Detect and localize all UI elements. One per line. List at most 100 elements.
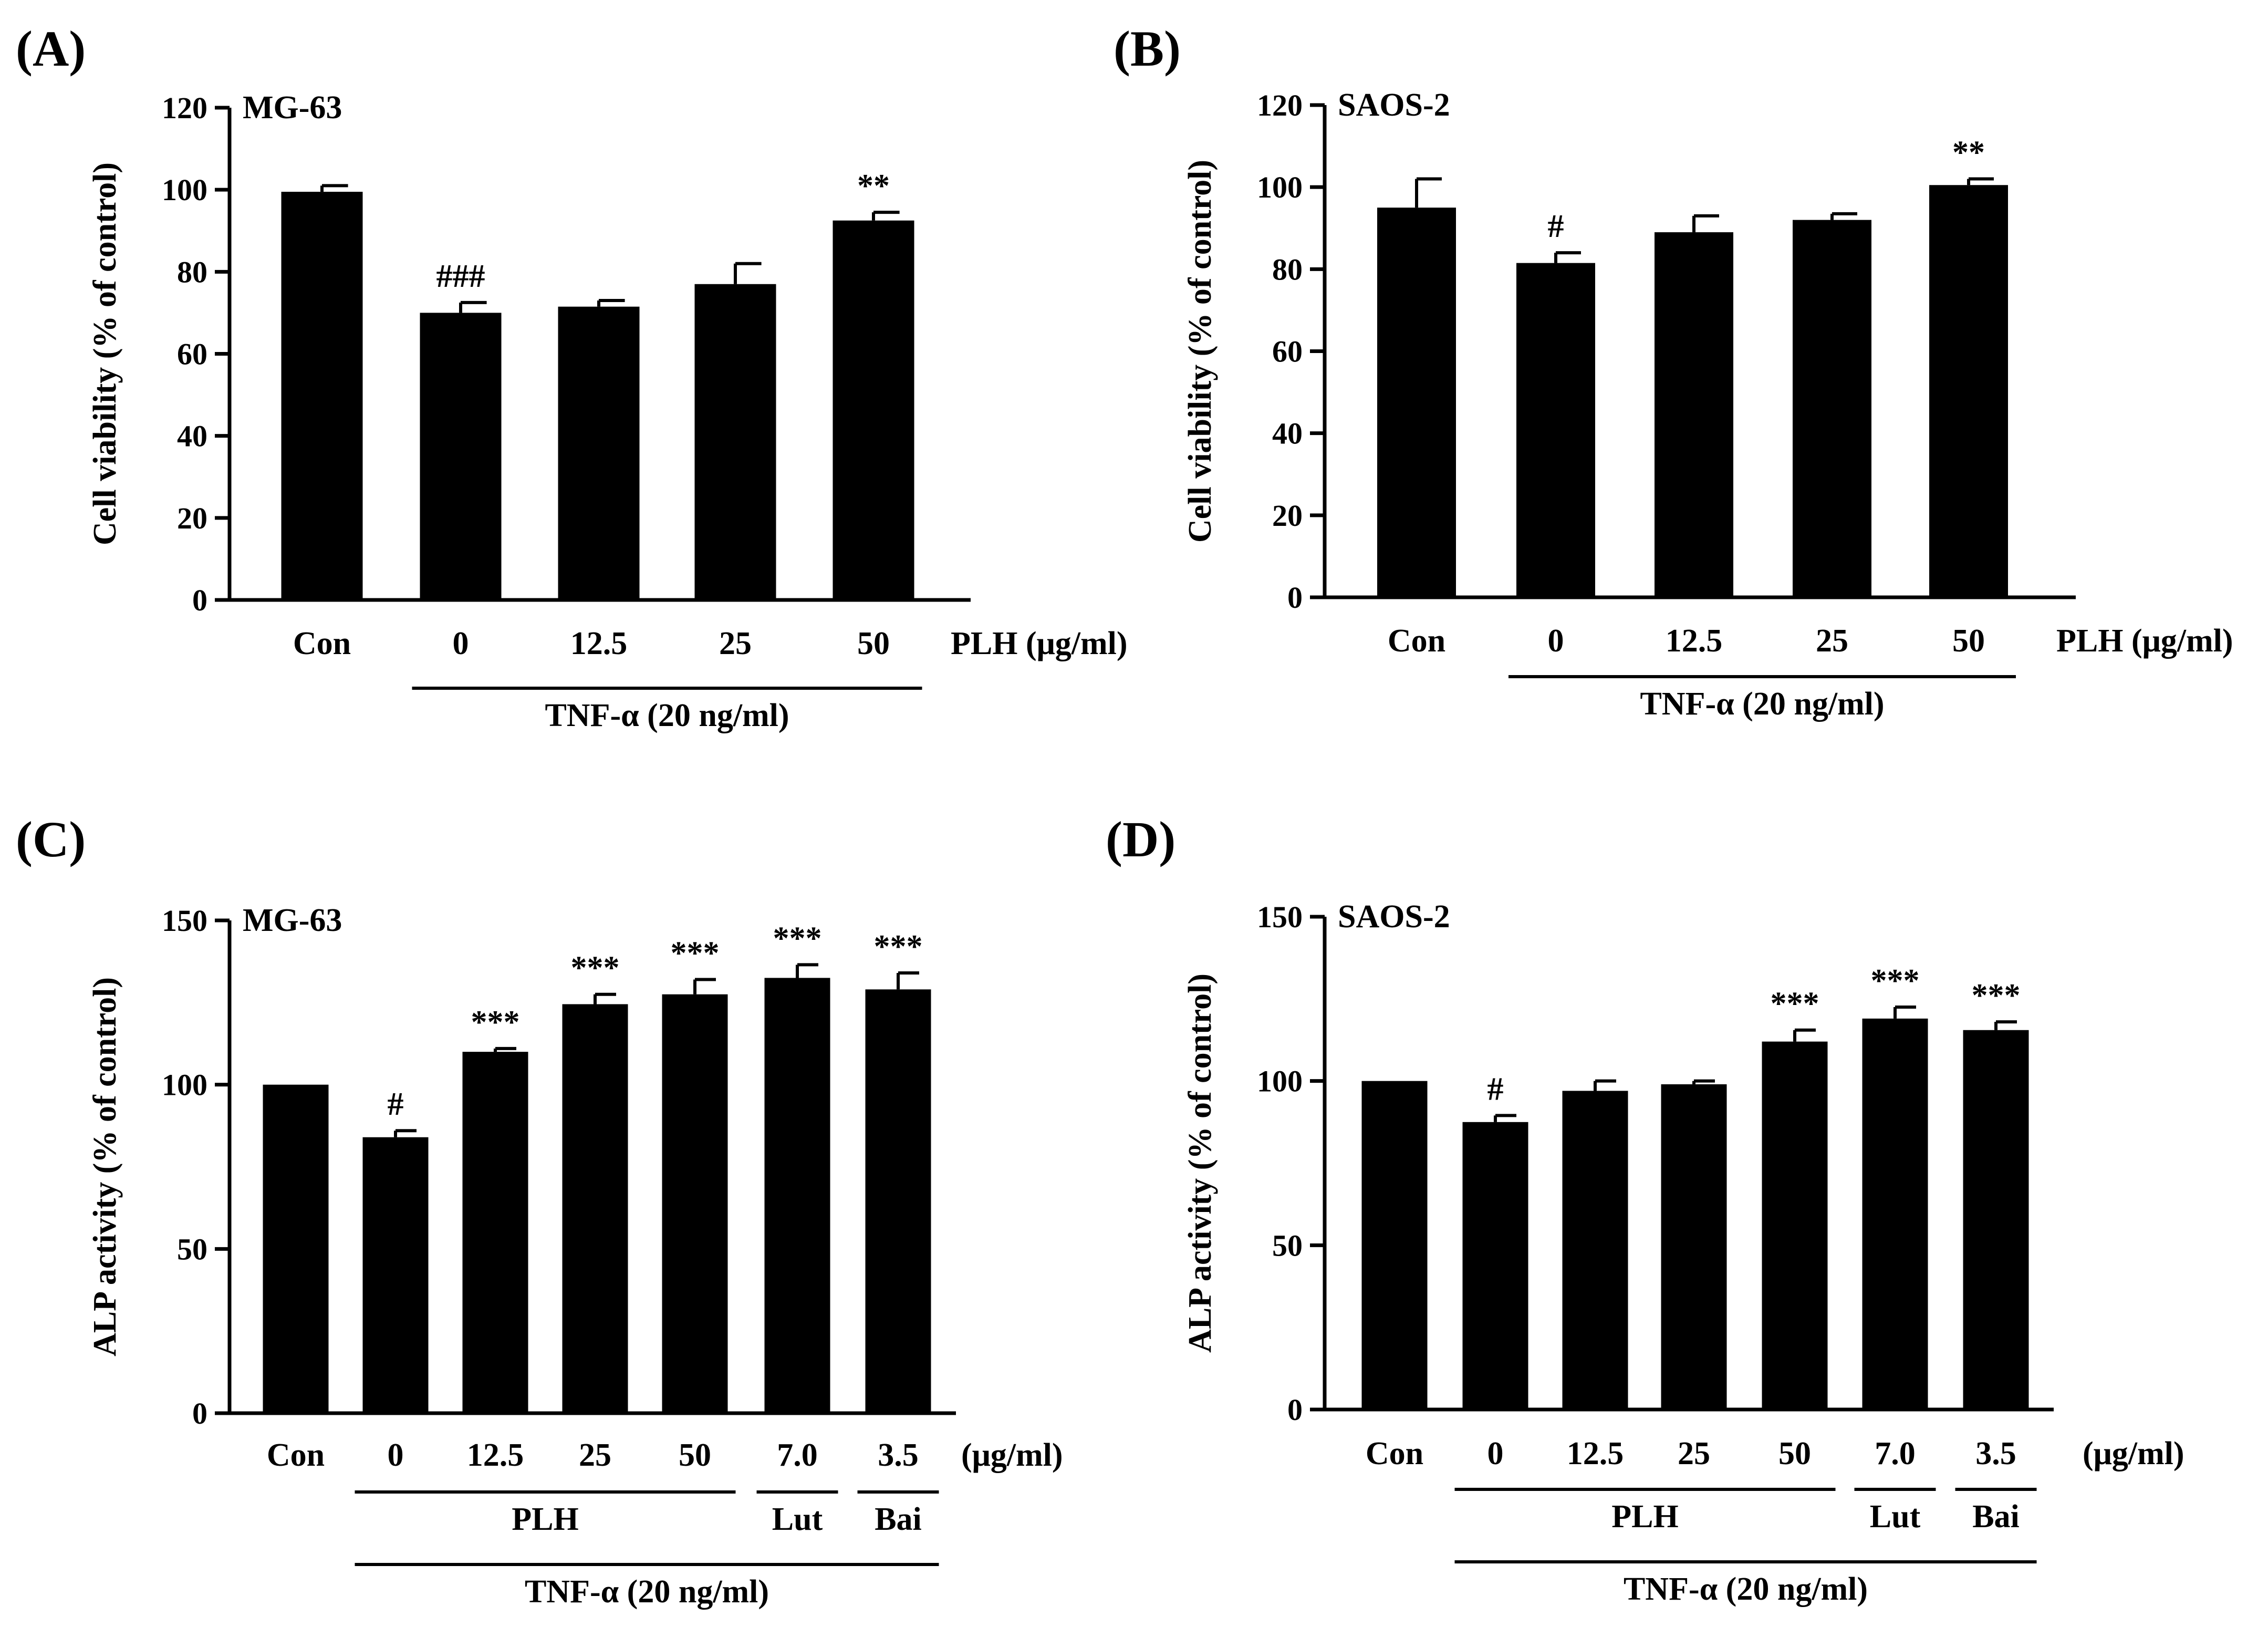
bar	[1562, 1091, 1628, 1410]
significance-marker: **	[857, 168, 890, 204]
significance-marker: ###	[436, 258, 485, 294]
y-tick-label: 50	[177, 1232, 207, 1266]
category-label: 3.5	[1975, 1436, 2016, 1471]
category-label: 12.5	[1666, 623, 1723, 659]
y-tick-label: 0	[1287, 1393, 1303, 1427]
cell-line-label: MG-63	[243, 903, 342, 938]
y-tick-label: 20	[177, 501, 207, 535]
bar	[281, 192, 363, 600]
y-tick-label: 150	[1257, 900, 1303, 934]
y-tick-label: 20	[1272, 499, 1303, 533]
significance-marker: ***	[571, 950, 620, 986]
unit-label: (μg/ml)	[961, 1437, 1063, 1473]
significance-marker: ***	[773, 920, 822, 956]
y-tick-label: 80	[177, 255, 207, 289]
bar	[1462, 1122, 1528, 1410]
bar	[1762, 1041, 1828, 1410]
y-tick-label: 100	[162, 1068, 207, 1102]
bar	[662, 994, 728, 1413]
y-tick-label: 120	[162, 91, 207, 125]
bar	[362, 1137, 429, 1413]
y-tick-label: 40	[177, 419, 207, 453]
category-label: 25	[579, 1437, 611, 1473]
group-label: TNF-α (20 ng/ml)	[1624, 1571, 1868, 1607]
significance-marker: #	[388, 1086, 404, 1122]
group-label: TNF-α (20 ng/ml)	[1640, 686, 1884, 722]
unit-label: PLH (μg/ml)	[951, 626, 1128, 661]
group-label: Bai	[1972, 1499, 2020, 1535]
panel-a: (A) MG-63 0 20 40 60 80 100 120 Cell viability (%…	[16, 20, 1128, 733]
bar	[558, 306, 640, 600]
cell-line-label: MG-63	[243, 90, 342, 126]
category-label: 0	[1548, 623, 1564, 659]
significance-marker: ***	[471, 1004, 520, 1040]
significance-marker: ***	[874, 929, 923, 965]
y-axis-label: ALP activity (% of control)	[87, 977, 123, 1356]
bar	[694, 284, 776, 600]
bar	[1963, 1030, 2029, 1410]
bar	[420, 313, 502, 600]
panel-label: (D)	[1106, 811, 1175, 867]
group-label: Lut	[1870, 1499, 1921, 1535]
significance-marker: #	[1487, 1071, 1504, 1107]
bar	[1377, 208, 1456, 597]
category-label: Con	[267, 1437, 325, 1473]
panel-d: (D) SAOS-2 0 50 100 150 ALP activity (% of con…	[1106, 811, 2184, 1607]
bar	[833, 220, 914, 600]
panel-label: (B)	[1114, 20, 1181, 77]
category-label: 50	[679, 1437, 711, 1473]
y-tick-label: 60	[1272, 335, 1303, 369]
bar	[1516, 263, 1595, 597]
group-label: TNF-α (20 ng/ml)	[525, 1574, 769, 1610]
bar	[1793, 220, 1871, 598]
category-label: Con	[1366, 1436, 1423, 1471]
y-tick-label: 50	[1272, 1228, 1303, 1262]
category-label: 3.5	[878, 1437, 919, 1473]
significance-marker: ***	[1771, 986, 1819, 1022]
group-label: TNF-α (20 ng/ml)	[545, 698, 789, 733]
bar	[1862, 1018, 1928, 1410]
group-label: PLH	[512, 1501, 578, 1537]
category-label: 25	[1816, 623, 1848, 659]
category-label: 50	[857, 626, 890, 661]
y-axis-label: ALP activity (% of control)	[1182, 973, 1218, 1353]
y-tick-label: 0	[1287, 581, 1303, 615]
category-label: 50	[1952, 623, 1985, 659]
category-label: Con	[293, 626, 351, 661]
y-tick-label: 40	[1272, 417, 1303, 451]
panel-c: (C) MG-63 0 50 100 150 ALP activity (% of cont…	[16, 811, 1063, 1610]
significance-marker: **	[1952, 135, 1985, 171]
panel-label: (A)	[16, 20, 86, 77]
y-axis-label: Cell viability (% of control)	[1182, 160, 1218, 543]
bar	[263, 1084, 329, 1413]
category-label: 0	[453, 626, 469, 661]
bar	[1929, 185, 2008, 597]
bar	[1361, 1081, 1428, 1410]
y-tick-label: 100	[1257, 170, 1303, 204]
y-tick-label: 120	[1257, 88, 1303, 122]
y-tick-label: 60	[177, 337, 207, 371]
bar	[462, 1052, 528, 1413]
group-label: Bai	[875, 1501, 922, 1537]
category-label: 7.0	[1875, 1436, 1916, 1471]
y-tick-label: 0	[192, 583, 207, 617]
bar	[764, 978, 830, 1413]
category-label: 12.5	[467, 1437, 524, 1473]
unit-label: PLH (μg/ml)	[2056, 623, 2233, 659]
cell-line-label: SAOS-2	[1338, 899, 1450, 935]
bar	[1655, 232, 1733, 597]
y-tick-label: 100	[1257, 1064, 1303, 1099]
bar	[1661, 1084, 1727, 1410]
category-label: 0	[388, 1437, 404, 1473]
category-label: 50	[1778, 1436, 1811, 1471]
y-axis-label: Cell viability (% of control)	[87, 162, 123, 545]
cell-line-label: SAOS-2	[1338, 87, 1450, 123]
category-label: 12.5	[570, 626, 628, 661]
category-label: 12.5	[1567, 1436, 1624, 1471]
category-label: 0	[1487, 1436, 1504, 1471]
category-label: 25	[719, 626, 752, 661]
y-tick-label: 0	[192, 1396, 207, 1431]
significance-marker: #	[1548, 209, 1564, 244]
unit-label: (μg/ml)	[2083, 1436, 2184, 1471]
